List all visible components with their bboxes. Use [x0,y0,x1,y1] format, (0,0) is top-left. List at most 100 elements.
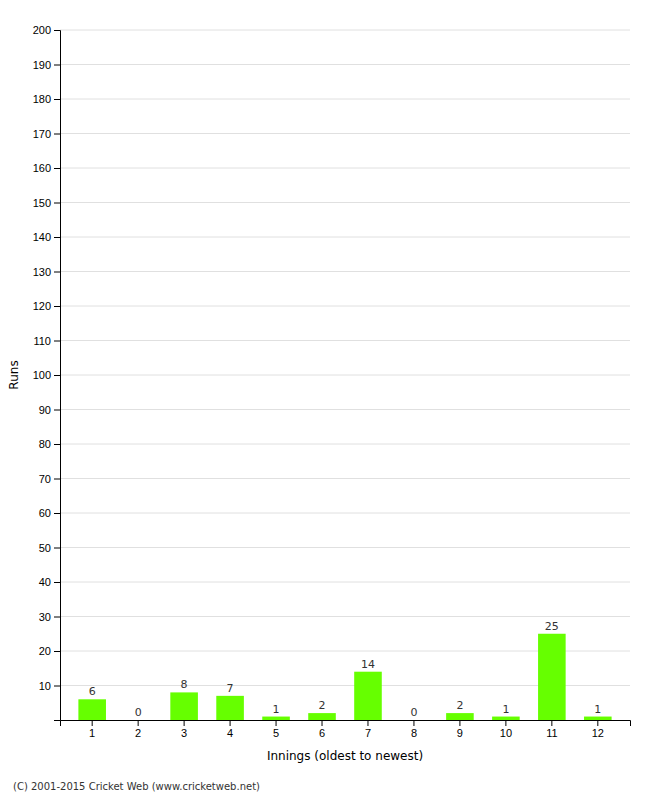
y-tick: 90 [39,404,60,416]
y-tick-mark [54,479,60,480]
grid-line [60,306,630,307]
data-label: 25 [545,620,559,633]
y-tick-mark [54,513,60,514]
y-tick-mark [54,237,60,238]
x-axis-title: Innings (oldest to newest) [267,749,423,763]
y-tick-label: 130 [33,266,51,278]
x-tick-mark [459,720,460,726]
bar [78,699,106,720]
x-tick-label: 8 [411,727,417,739]
data-label: 8 [181,678,188,691]
grid-line [60,513,630,514]
y-tick-label: 120 [33,300,51,312]
footer: (C) 2001-2015 Cricket Web (www.cricketwe… [13,781,260,792]
y-tick-mark [54,99,60,100]
y-axis-title: Runs [7,360,21,389]
x-tick-mark [322,720,323,726]
bar [124,720,152,721]
y-tick-label: 90 [39,404,51,416]
y-tick-mark [54,410,60,411]
y-tick: 50 [39,542,60,554]
bar [354,672,382,720]
x-tick: 1 [89,720,95,739]
x-tick-label: 5 [273,727,279,739]
data-label: 0 [410,706,417,719]
y-tick: 130 [33,266,60,278]
data-label: 1 [502,703,509,716]
grid-line [60,99,630,100]
y-tick: 190 [33,59,60,71]
y-tick: 30 [39,611,60,623]
y-tick-label: 100 [33,369,51,381]
x-tick-label: 11 [546,727,557,739]
bar [170,692,198,720]
y-tick-mark [54,341,60,342]
x-tick-label: 2 [135,727,141,739]
grid-line [60,340,630,341]
x-tick-mark [597,720,598,726]
x-tick: 12 [592,720,604,739]
grid-line [60,168,630,169]
y-tick-label: 170 [33,128,51,140]
y-tick-label: 80 [39,438,51,450]
y-tick-label: 10 [39,680,51,692]
x-tick: 6 [319,720,325,739]
x-tick-mark [138,720,139,726]
grid-line [60,30,630,31]
y-axis: 1020304050607080901001101201301401501601… [33,24,61,720]
x-axis: 123456789101112 [61,720,631,739]
y-tick-label: 140 [33,231,51,243]
y-tick: 10 [39,680,60,692]
data-labels: 60871214021251 [89,620,602,719]
y-tick-mark [54,272,60,273]
y-tick-label: 70 [39,473,51,485]
y-tick-label: 150 [33,197,51,209]
x-axis-line [61,721,631,727]
x-tick: 11 [546,720,557,739]
x-tick-mark [367,720,368,726]
data-label: 6 [89,685,96,698]
y-tick: 60 [39,507,60,519]
bar [400,720,428,721]
grid-line [60,409,630,410]
y-tick-mark [54,548,60,549]
x-tick-label: 12 [592,727,604,739]
y-tick-mark [54,134,60,135]
x-tick-label: 10 [500,727,512,739]
y-tick-label: 60 [39,507,51,519]
x-tick-label: 1 [89,727,95,739]
bar [216,696,244,720]
bar [446,713,474,720]
grid-line [60,616,630,617]
chart: 6087121402125112345678910111210203040506… [0,0,650,800]
y-tick: 170 [33,128,60,140]
y-tick-label: 200 [33,24,51,36]
y-tick: 40 [39,576,60,588]
y-axis-line [54,31,61,721]
y-tick: 150 [33,197,60,209]
grid [60,30,630,686]
grid-line [60,202,630,203]
y-tick-mark [54,651,60,652]
x-tick-mark [505,720,506,726]
plot: 6087121402125112345678910111210203040506… [33,24,631,739]
y-tick-mark [54,168,60,169]
y-tick-mark [54,203,60,204]
bar [584,717,612,720]
data-label: 1 [273,703,280,716]
y-tick-label: 160 [33,162,51,174]
y-tick: 140 [33,231,60,243]
x-tick-label: 9 [457,727,463,739]
y-tick: 200 [33,24,60,36]
bar [492,717,520,720]
x-tick-label: 4 [227,727,233,739]
x-tick-label: 3 [181,727,187,739]
data-label: 7 [227,682,234,695]
y-tick: 70 [39,473,60,485]
y-tick-label: 30 [39,611,51,623]
data-label: 2 [319,699,326,712]
y-tick-mark [54,65,60,66]
y-tick-label: 180 [33,93,51,105]
grid-line [60,271,630,272]
y-tick-label: 50 [39,542,51,554]
